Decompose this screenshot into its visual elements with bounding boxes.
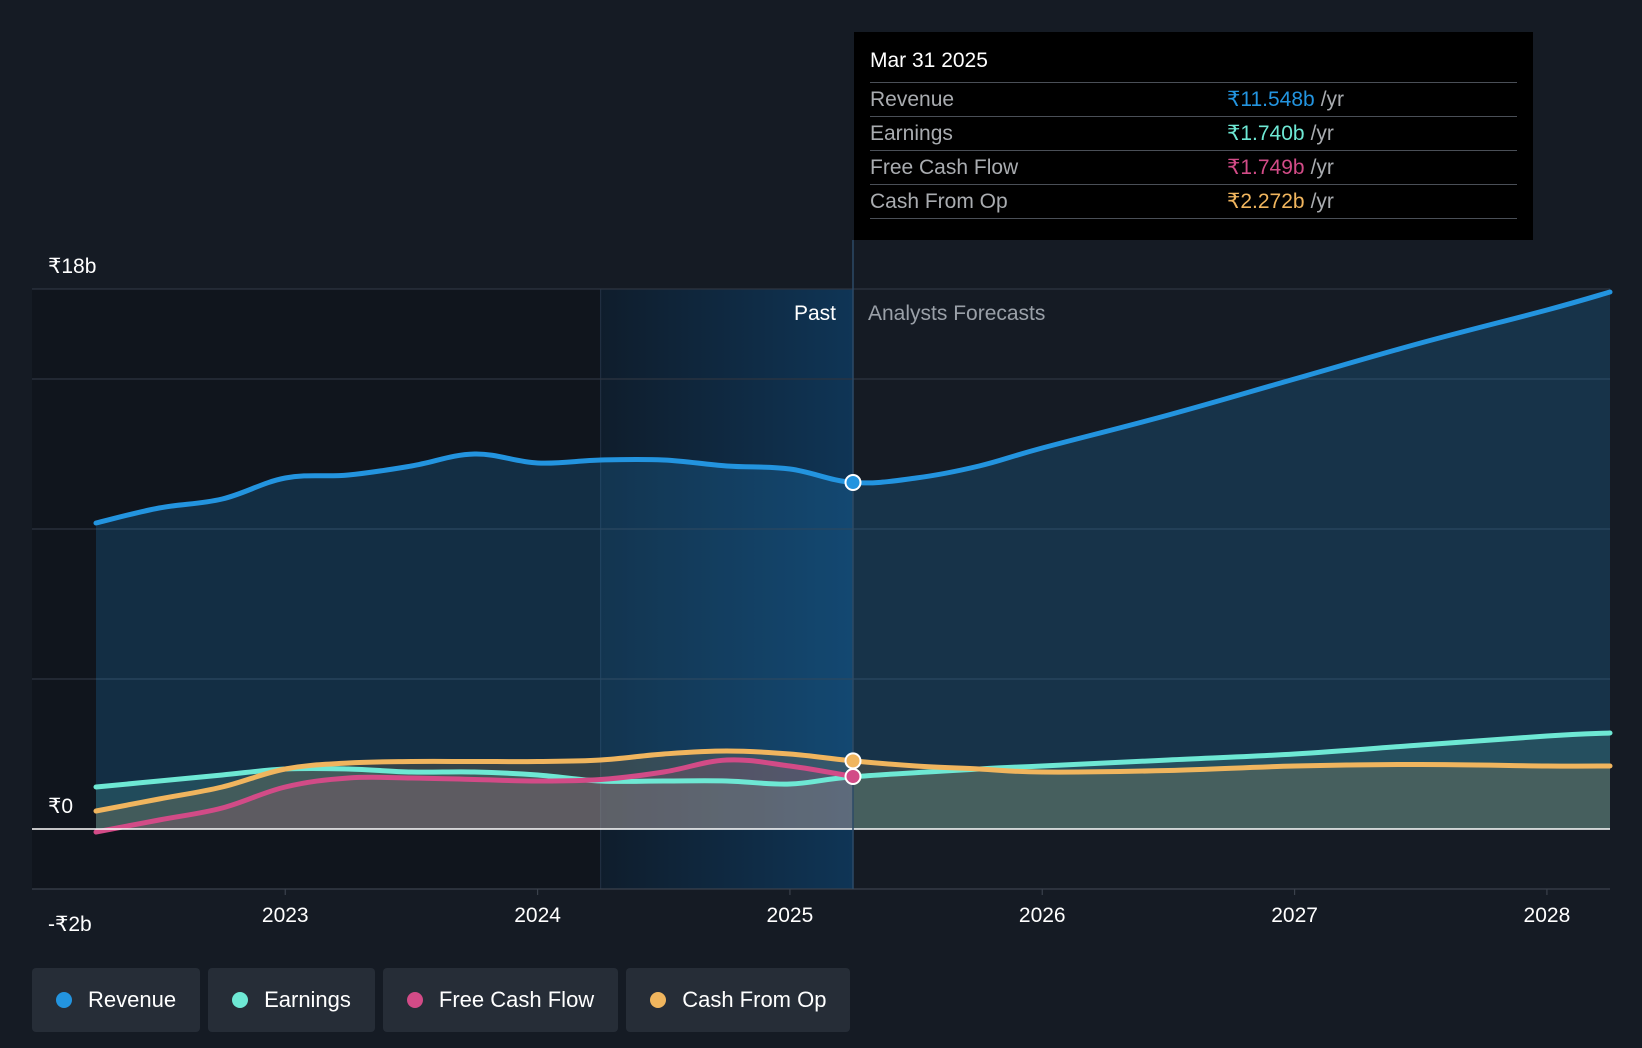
tooltip-unit: /yr (1310, 189, 1334, 213)
y-tick-label: -₹2b (48, 913, 92, 936)
tooltip-label: Revenue (870, 87, 955, 111)
past-label: Past (794, 302, 836, 325)
tooltip-row-cfo: Cash From Op ₹2.272b /yr (870, 184, 1517, 219)
legend-label: Earnings (264, 987, 351, 1012)
legend-item-cfo[interactable]: Cash From Op (626, 968, 851, 1032)
tooltip-label: Cash From Op (870, 189, 1008, 213)
fcf-area (96, 759, 853, 832)
tooltip-row-fcf: Free Cash Flow ₹1.749b /yr (870, 150, 1517, 184)
tooltip-label: Earnings (870, 121, 953, 145)
revenue-marker (844, 474, 862, 491)
fcf-marker (844, 768, 862, 785)
tooltip-value-fcf: ₹1.749b (1227, 156, 1305, 179)
y-tick-label: ₹18b (48, 255, 96, 278)
tooltip-date: Mar 31 2025 (870, 49, 988, 72)
x-tick-label: 2025 (767, 904, 814, 927)
tooltip-unit: /yr (1310, 121, 1334, 145)
legend-label: Revenue (88, 987, 177, 1012)
revenue-line (93, 289, 1613, 526)
tooltip-unit: /yr (1310, 155, 1334, 179)
tooltip-row-earnings: Earnings ₹1.740b /yr (870, 116, 1517, 150)
legend-label: Free Cash Flow (438, 987, 595, 1012)
y-tick-label: ₹0 (48, 795, 73, 818)
tooltip-label: Free Cash Flow (870, 155, 1019, 179)
tooltip-value-earnings: ₹1.740b (1227, 122, 1305, 145)
earnings-line (93, 730, 1613, 790)
x-tick-label: 2023 (262, 904, 309, 927)
x-tick-label: 2028 (1524, 904, 1571, 927)
x-tick-label: 2026 (1019, 904, 1066, 927)
legend-item-earnings[interactable]: Earnings (208, 968, 375, 1032)
cfo-marker (844, 752, 862, 770)
cfo-dot-icon (650, 992, 667, 1008)
revenue-dot-icon (56, 992, 72, 1008)
fcf-dot-icon (406, 992, 423, 1008)
highlight-region (600, 289, 853, 889)
legend-item-fcf[interactable]: Free Cash Flow (382, 968, 619, 1032)
legend-item-revenue[interactable]: Revenue (32, 968, 201, 1032)
data-tooltip: Mar 31 2025 Revenue ₹11.548b /yr Earning… (854, 32, 1533, 240)
earnings-dot-icon (232, 992, 249, 1008)
fcf-line (93, 757, 856, 835)
legend-label: Cash From Op (682, 987, 827, 1012)
tooltip-value-cfo: ₹2.272b (1227, 190, 1305, 213)
chart-canvas: ₹18b ₹0 -₹2b 2023 2024 2025 2026 2027 2028 Past An… (32, 240, 1613, 936)
tooltip-row-revenue: Revenue ₹11.548b /yr (870, 82, 1517, 116)
cfo-line (93, 748, 1613, 814)
tooltip-unit: /yr (1320, 87, 1345, 111)
tooltip-value-revenue: ₹11.548b (1227, 88, 1315, 111)
x-tick-label: 2024 (514, 904, 561, 927)
chart-legend: Revenue Earnings Free Cash Flow Cash Fro… (32, 968, 851, 1032)
forecast-label: Analysts Forecasts (868, 302, 1045, 325)
x-tick-label: 2027 (1271, 904, 1318, 927)
